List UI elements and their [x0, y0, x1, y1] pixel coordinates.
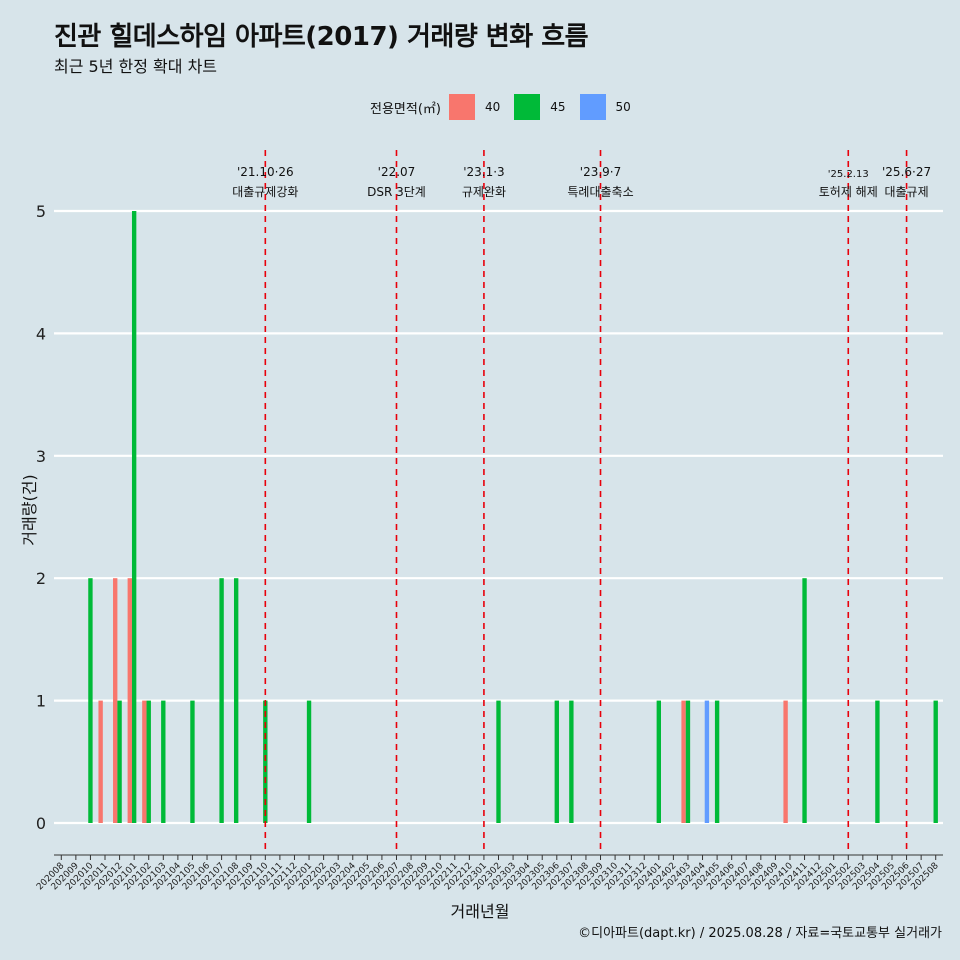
legend-item-40: 40 — [448, 94, 501, 120]
bar-40-202403 — [681, 700, 686, 823]
event-date-202207: '22.07 — [378, 165, 416, 179]
legend-label-45: 45 — [550, 100, 566, 114]
legend-label-40: 40 — [484, 100, 501, 114]
bar-45-202307 — [569, 700, 574, 823]
event-label-202309: 특례대출축소 — [567, 185, 633, 199]
event-date-202502: '25.2.13 — [828, 169, 869, 180]
legend-title: 전용면적(㎡) — [370, 101, 441, 117]
bar-45-202010 — [88, 578, 93, 823]
legend-swatch-50 — [579, 94, 606, 120]
event-date-202301: '23.1·3 — [463, 165, 504, 179]
bar-45-202107 — [219, 578, 224, 823]
event-date-202309: '23.9·7 — [580, 165, 621, 179]
bar-45-202401 — [656, 700, 661, 823]
event-label-202207: DSR 3단계 — [367, 185, 426, 199]
bar-40-202102 — [142, 700, 147, 823]
legend-swatch-45 — [514, 94, 541, 120]
bar-45-202103 — [161, 700, 166, 823]
event-label-202110: 대출규제강화 — [232, 185, 298, 199]
bar-45-202306 — [554, 700, 559, 823]
bar-50-202404 — [704, 700, 710, 823]
bar-45-202110 — [263, 700, 268, 823]
bar-45-202403 — [685, 700, 691, 823]
bar-45-202508 — [933, 700, 938, 823]
bar-45-202504 — [875, 700, 880, 823]
y-axis-title: 거래량(건) — [20, 474, 39, 546]
legend: 전용면적(㎡) 40 45 50 — [370, 93, 645, 121]
bar-45-202012 — [117, 700, 122, 823]
source-caption: ©디아파트(dapt.kr) / 2025.08.28 / 자료=국토교통부 실… — [578, 926, 942, 941]
event-date-202110: '21.10·26 — [237, 165, 294, 179]
event-date-202506: '25.6·27 — [882, 165, 931, 179]
y-tick-label-4: 4 — [36, 324, 46, 343]
bar-45-202101 — [131, 211, 137, 823]
legend-item-45: 45 — [514, 94, 566, 120]
bar-45-202102 — [146, 700, 151, 823]
bar-45-202302 — [496, 700, 501, 823]
bar-45-202201 — [306, 700, 312, 823]
legend-item-50: 50 — [579, 94, 631, 120]
bar-45-202108 — [233, 578, 239, 823]
bar-40-202101 — [127, 578, 132, 823]
y-tick-label-3: 3 — [36, 447, 46, 466]
chart-title: 진관 힐데스하임 아파트(2017) 거래량 변화 흐름 — [54, 22, 589, 52]
y-tick-label-2: 2 — [36, 569, 46, 588]
legend-label-50: 50 — [615, 100, 631, 114]
y-tick-label-1: 1 — [36, 692, 46, 711]
event-label-202301: 규제완화 — [462, 185, 506, 199]
chart-subtitle: 최근 5년 한정 확대 차트 — [54, 57, 218, 76]
bar-40-202012 — [113, 578, 118, 823]
event-label-202502: 토허제 해제 — [819, 185, 878, 199]
bar-40-202410 — [783, 700, 788, 823]
bar-40-202011 — [98, 700, 103, 823]
bar-45-202405 — [714, 700, 720, 823]
event-label-202506: 대출규제 — [884, 185, 928, 199]
bar-45-202105 — [190, 700, 195, 823]
y-tick-label-0: 0 — [36, 814, 46, 833]
bar-45-202411 — [802, 578, 807, 823]
y-tick-label-5: 5 — [36, 202, 46, 221]
legend-swatch-40 — [448, 94, 475, 120]
x-axis-title: 거래년월 — [450, 902, 510, 921]
